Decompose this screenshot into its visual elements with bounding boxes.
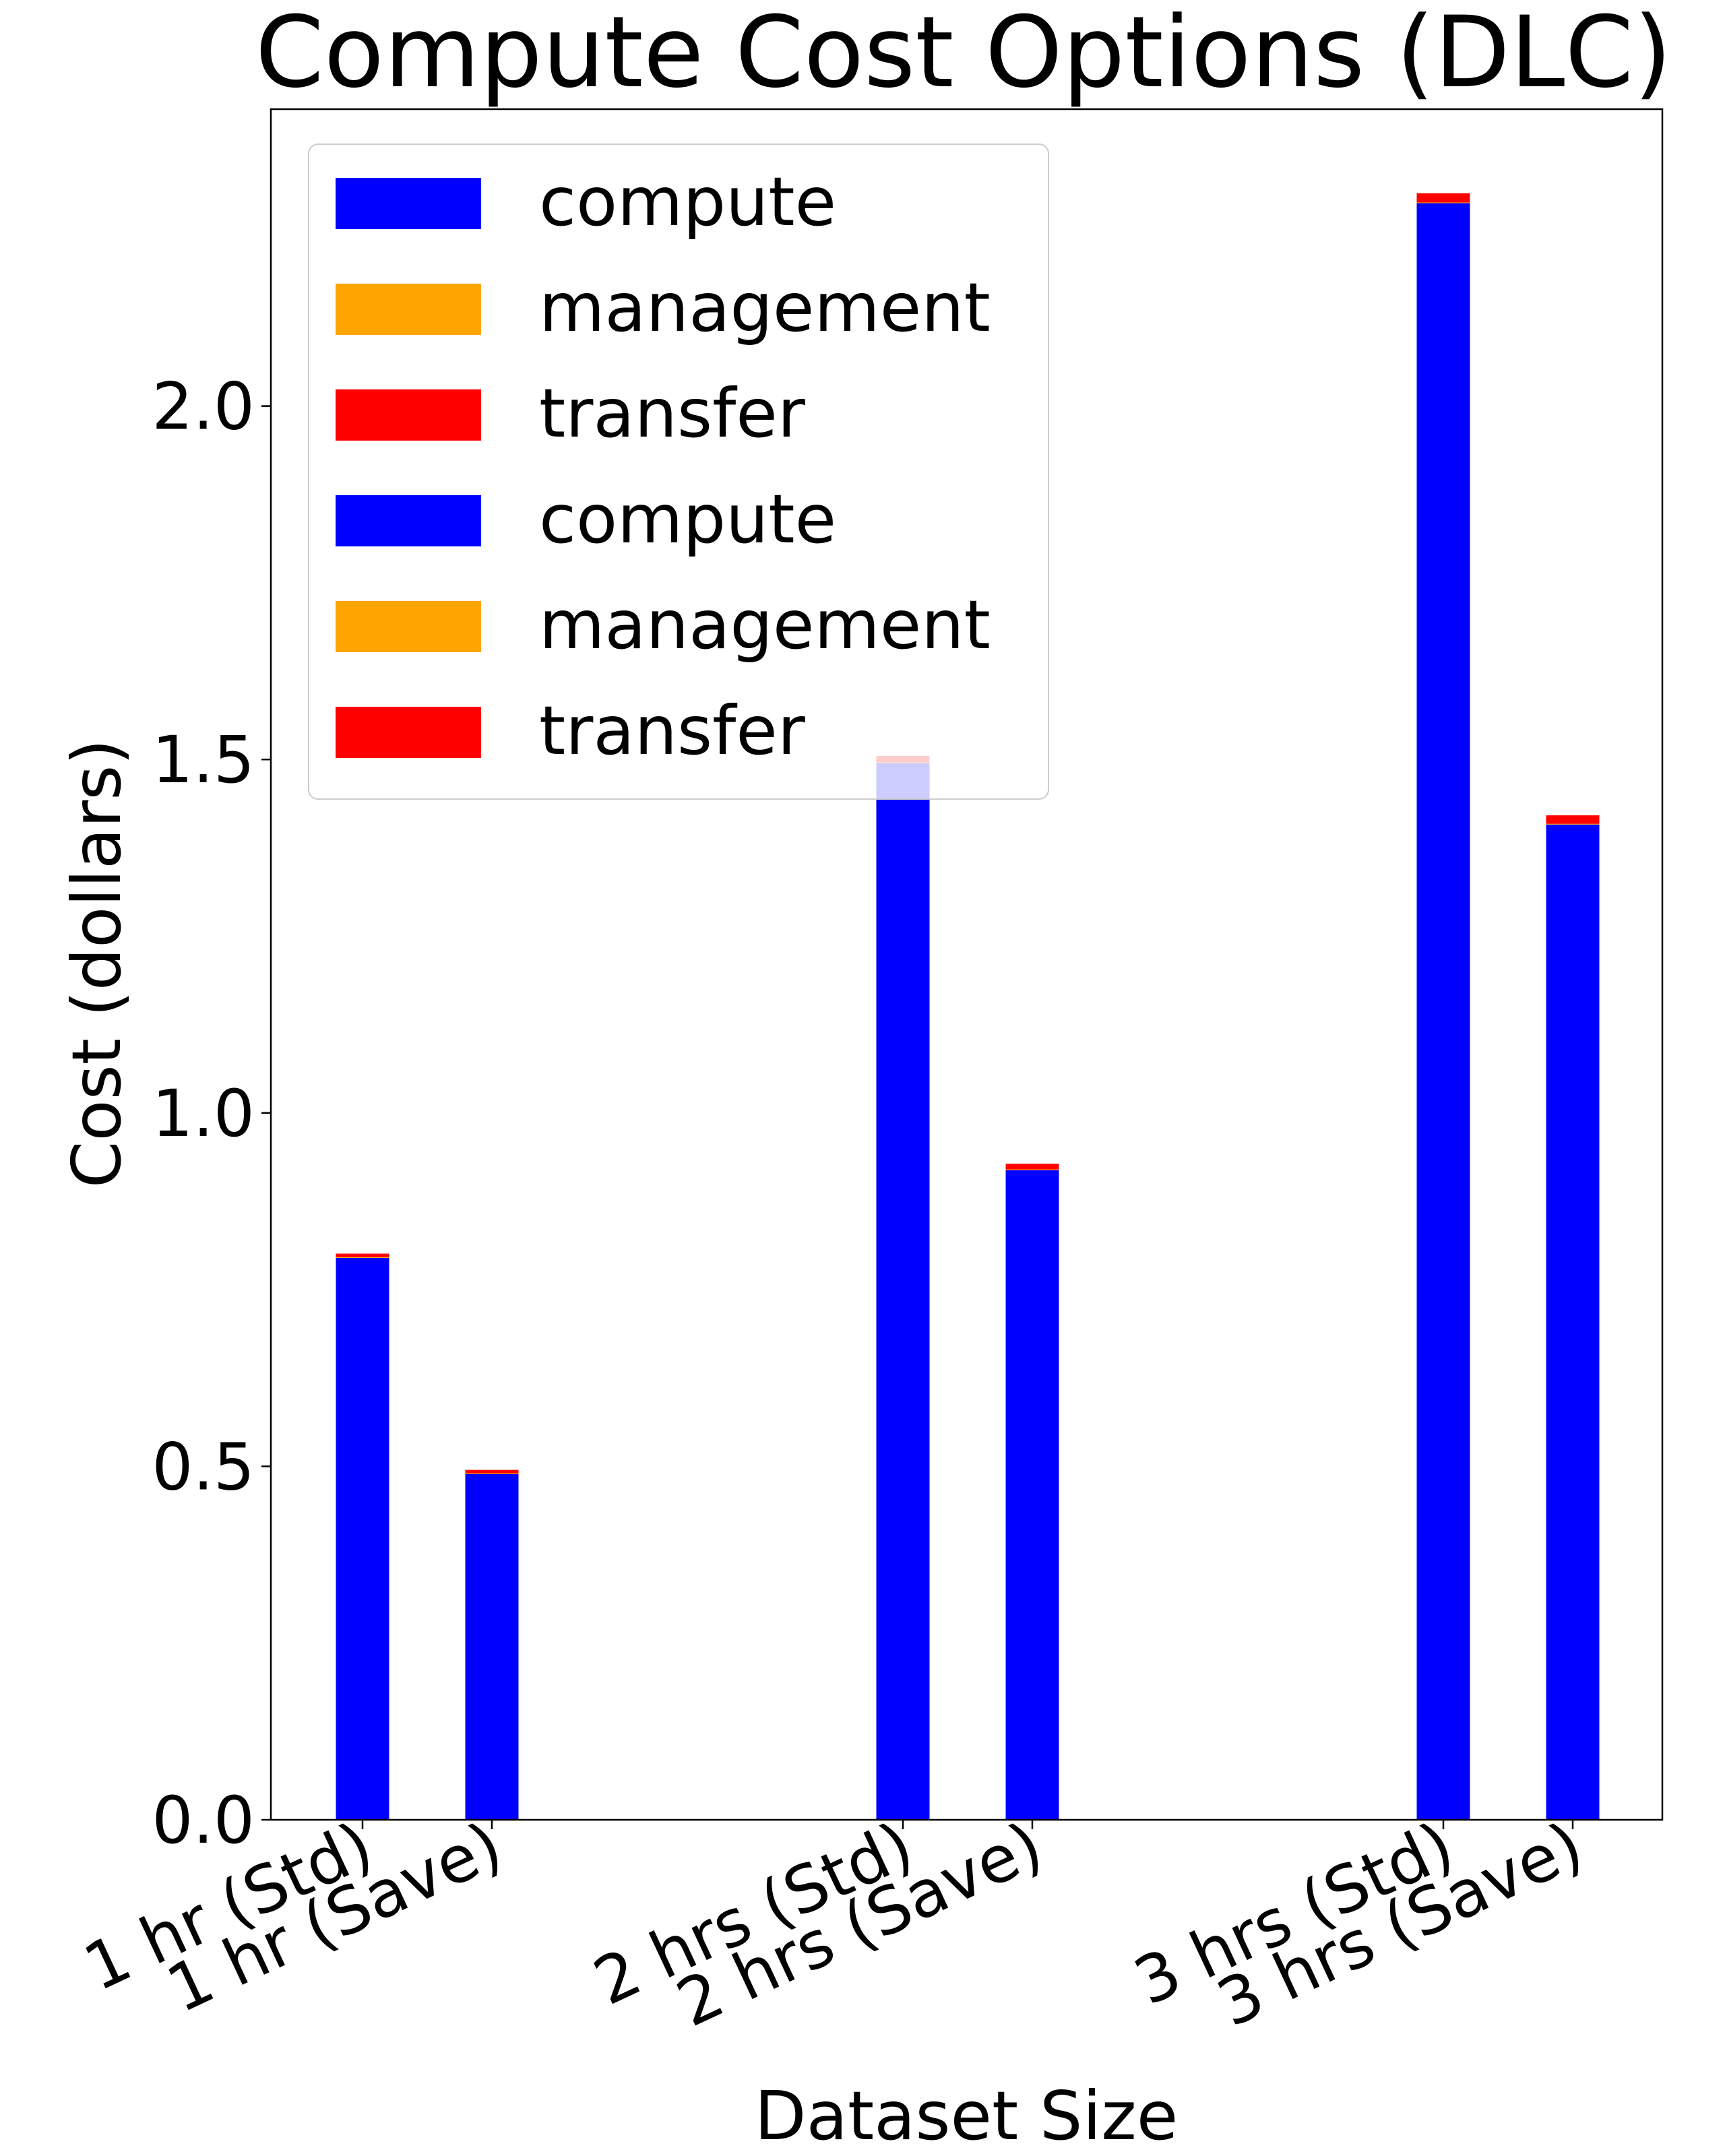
legend-swatch <box>336 495 481 546</box>
y-tick-label: 0.0 <box>152 1783 255 1858</box>
x-axis: 1 hr (Std)1 hr (Save) 2 hrs (Std)2 hrs (S… <box>73 1807 1594 2041</box>
bar-compute <box>876 763 930 1820</box>
chart-title: Compute Cost Options (DLC) <box>255 0 1672 110</box>
y-axis-label: Cost (dollars) <box>57 739 136 1188</box>
bar-group <box>336 193 1600 1820</box>
bar-transfer <box>465 1469 519 1473</box>
bar-compute <box>336 1257 389 1820</box>
legend: compute management transfer compute manageme… <box>308 144 1049 800</box>
x-axis-label: Dataset Size <box>755 2076 1179 2155</box>
legend-label: transfer <box>539 374 806 453</box>
y-axis: 0.0 0.5 1.0 1.5 2.0 <box>152 369 271 1858</box>
bar-transfer <box>336 1253 389 1257</box>
plot-frame <box>270 108 1664 1821</box>
bar-management <box>1546 823 1600 825</box>
y-tick-label: 2.0 <box>152 369 255 445</box>
legend-box <box>308 144 1049 800</box>
bar-compute <box>1005 1170 1059 1820</box>
legend-swatch <box>336 707 481 758</box>
legend-label: transfer <box>539 691 806 770</box>
y-tick-label: 1.5 <box>152 722 255 798</box>
legend-label: compute <box>539 480 836 559</box>
bar-compute <box>465 1473 519 1820</box>
legend-swatch <box>336 284 481 335</box>
legend-label: management <box>539 268 991 347</box>
bar-management <box>465 1473 519 1474</box>
bar-transfer <box>1005 1164 1059 1170</box>
bar-transfer <box>1546 815 1600 824</box>
legend-swatch <box>336 389 481 441</box>
legend-label: compute <box>539 162 836 241</box>
legend-swatch <box>336 601 481 652</box>
legend-swatch <box>336 178 481 229</box>
bar-compute <box>1416 203 1470 1820</box>
bar-management <box>1416 202 1470 203</box>
y-tick-label: 1.0 <box>152 1076 255 1151</box>
bar-management <box>336 1257 389 1258</box>
bar-compute <box>1546 824 1600 1820</box>
y-tick-label: 0.5 <box>152 1429 255 1504</box>
legend-label: management <box>539 585 991 664</box>
bar-transfer <box>1416 193 1470 203</box>
